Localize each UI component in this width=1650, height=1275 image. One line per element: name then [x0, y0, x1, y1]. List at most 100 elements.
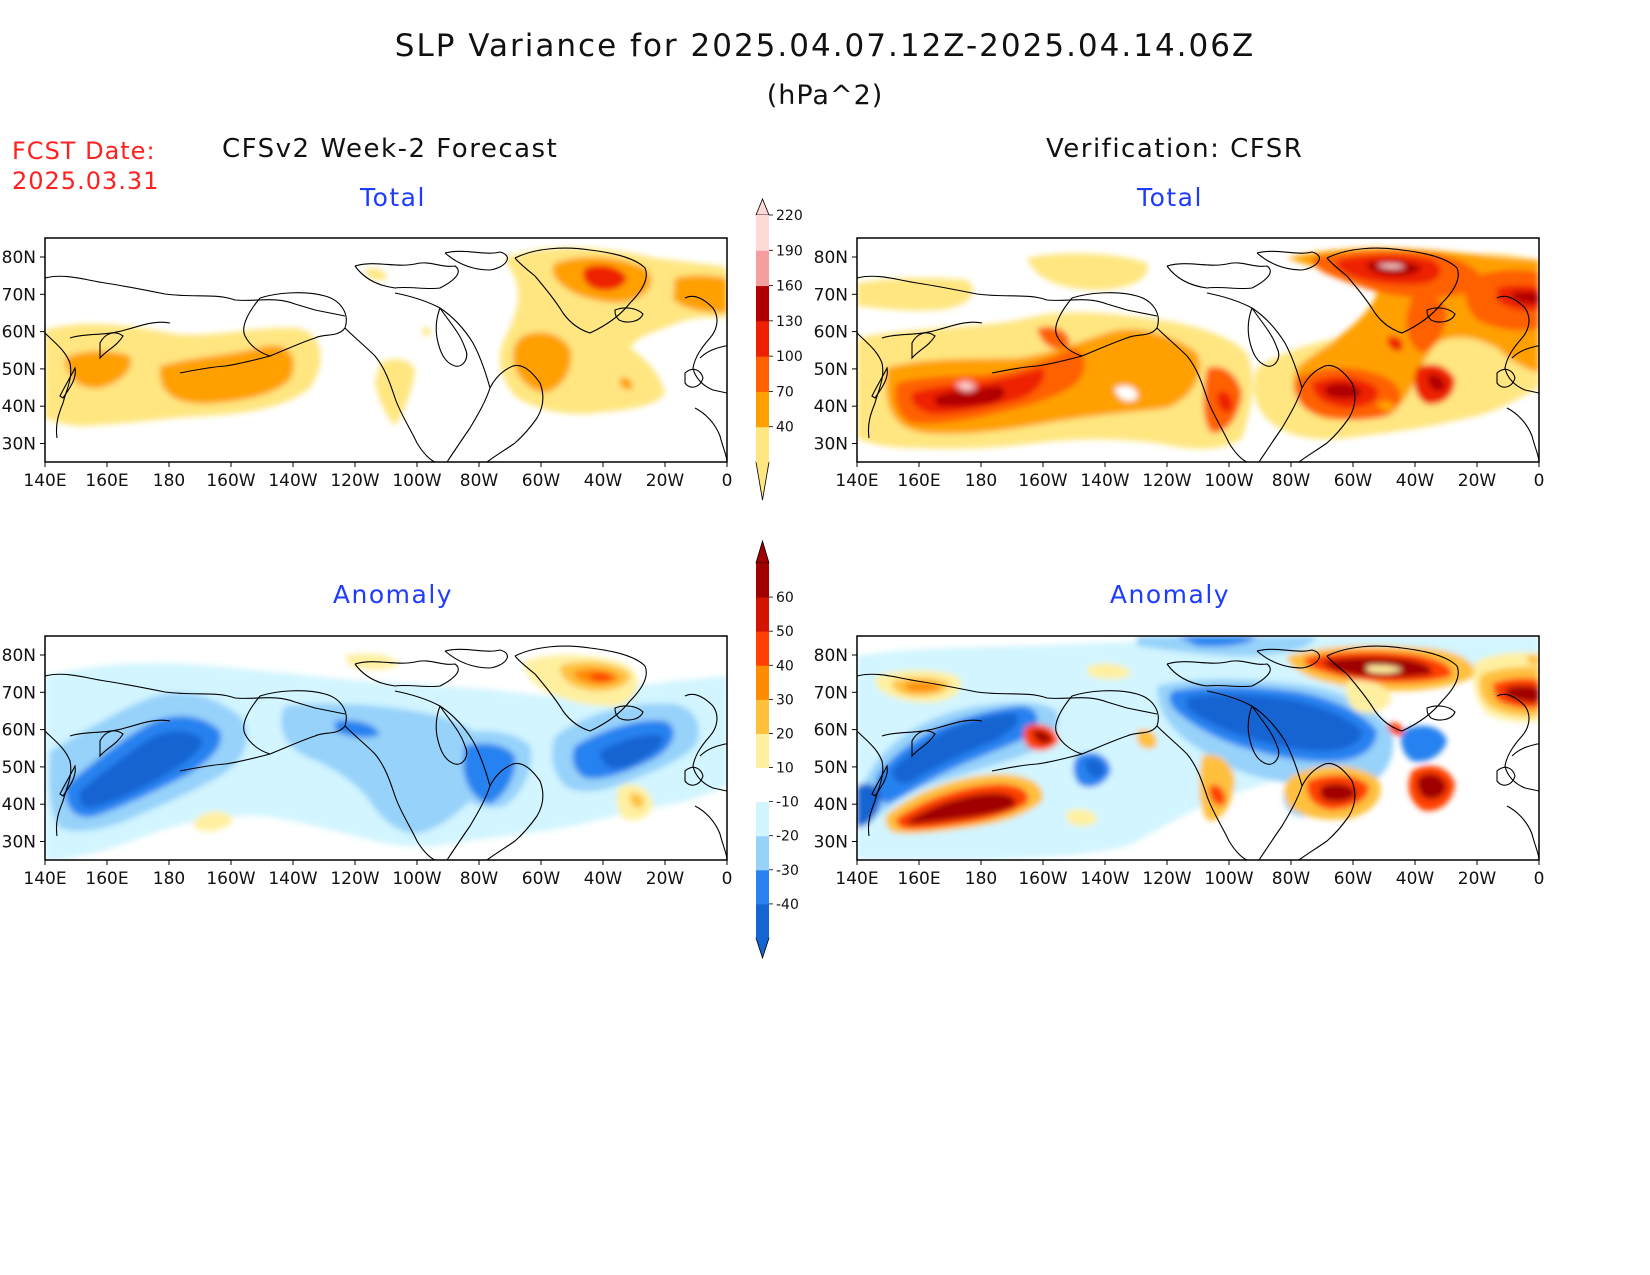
forecast-date-value: 2025.03.31: [12, 167, 160, 195]
anomaly-colorbar-swatch: [756, 869, 769, 905]
forecast-anomaly-lat-label: 30N: [2, 833, 36, 853]
axes-layer: 80N 70N 60N 50N 40N 30N 140E 160E 180 160W 140W 120…: [2, 248, 1545, 889]
total-colorbar-swatch: [756, 391, 769, 428]
forecast-total-lon-label: 80W: [460, 471, 499, 491]
total-colorbar-swatch: [756, 215, 769, 251]
verification-total-map: [857, 238, 1539, 462]
anomaly-colorbar-level-label: 20: [776, 726, 794, 742]
anomaly-colorbar-level-label: -10: [776, 795, 799, 811]
verification-total-lon-label: 60W: [1334, 471, 1373, 491]
verification-anomaly-title: Anomaly: [1109, 580, 1231, 609]
verification-anomaly-lat-label: 70N: [814, 683, 848, 703]
verification-total-lon-label: 40W: [1396, 471, 1435, 491]
anomaly-colorbar-level-label: -40: [776, 897, 799, 913]
verification-total-lat-label: 60N: [814, 323, 848, 343]
anomaly-colorbar-swatch: [756, 699, 769, 734]
verification-anomaly-map: [857, 636, 1539, 860]
units-label: (hPa^2): [766, 80, 884, 111]
verification-total-lat-label: 30N: [814, 435, 848, 455]
anomaly-colorbar-swatch: [756, 597, 769, 632]
anomaly-colorbar-level-label: 60: [776, 590, 794, 606]
verification-anomaly-lon-label: 120W: [1142, 869, 1191, 889]
forecast-total-lat-label: 70N: [2, 285, 36, 305]
verification-anomaly-lon-label: 160E: [897, 869, 940, 889]
verification-total-lon-label: 160W: [1018, 471, 1067, 491]
anomaly-colorbar-level-label: -30: [776, 863, 799, 879]
anomaly-colorbar-level-label: 40: [776, 658, 794, 674]
verification-anomaly-lat-label: 50N: [814, 758, 848, 778]
forecast-total-lon-label: 20W: [646, 471, 685, 491]
forecast-total-lat-label: 80N: [2, 248, 36, 268]
forecast-total-lon-label: 160W: [206, 471, 255, 491]
verification-anomaly-lon-label: 0: [1534, 869, 1545, 889]
anomaly-colorbar-swatch: [756, 835, 769, 871]
forecast-anomaly-lon-label: 120W: [330, 869, 379, 889]
verification-anomaly-lon-label: 160W: [1018, 869, 1067, 889]
forecast-anomaly-lat-label: 70N: [2, 683, 36, 703]
verification-anomaly-lat-label: 80N: [814, 646, 848, 666]
forecast-anomaly-lat-label: 60N: [2, 721, 36, 741]
anomaly-colorbar-swatch: [756, 801, 769, 837]
total-colorbar-level-label: 130: [776, 314, 803, 330]
forecast-anomaly-map: [45, 636, 727, 860]
verification-anomaly-lon-label: 60W: [1334, 869, 1373, 889]
verification-total-lon-label: 0: [1534, 471, 1545, 491]
verification-total-lon-label: 140E: [835, 471, 878, 491]
forecast-total-lon-label: 40W: [584, 471, 623, 491]
forecast-total-lat-label: 30N: [2, 435, 36, 455]
total-colorbar-swatch: [756, 426, 769, 463]
total-colorbar-swatch: [756, 250, 769, 287]
forecast-anomaly-lon-label: 0: [722, 869, 733, 889]
forecast-total-lon-label: 140E: [23, 471, 66, 491]
verification-anomaly-lat-label: 60N: [814, 721, 848, 741]
forecast-total-lat-label: 40N: [2, 397, 36, 417]
page-title: SLP Variance for 2025.04.07.12Z-2025.04.…: [394, 28, 1256, 64]
total-colorbar-level-label: 160: [776, 279, 803, 295]
verification-anomaly-lon-label: 40W: [1396, 869, 1435, 889]
total-colorbar-top-arrow: [755, 197, 770, 216]
forecast-anomaly-lon-label: 140W: [268, 869, 317, 889]
verification-anomaly-lat-label: 40N: [814, 795, 848, 815]
forecast-anomaly-lon-label: 20W: [646, 869, 685, 889]
total-colorbar-swatch: [756, 320, 769, 357]
verification-total-lon-label: 20W: [1458, 471, 1497, 491]
forecast-anomaly-title: Anomaly: [332, 580, 454, 609]
forecast-date-label: FCST Date:: [12, 137, 156, 165]
verification-total-lon-label: 160E: [897, 471, 940, 491]
anomaly-colorbar-level-label: 10: [776, 761, 794, 777]
verification-anomaly-lon-label: 100W: [1204, 869, 1253, 889]
forecast-anomaly-lon-label: 40W: [584, 869, 623, 889]
verification-total-title: Total: [1137, 183, 1203, 212]
verification-total-lat-label: 80N: [814, 248, 848, 268]
forecast-total-map: [45, 238, 727, 462]
anomaly-colorbar-level-label: -20: [776, 829, 799, 845]
forecast-total-lat-label: 60N: [2, 323, 36, 343]
verification-total-lat-label: 40N: [814, 397, 848, 417]
verification-total-lat-label: 70N: [814, 285, 848, 305]
verification-anomaly-lat-label: 30N: [814, 833, 848, 853]
forecast-total-lon-label: 140W: [268, 471, 317, 491]
forecast-total-lon-label: 180: [153, 471, 185, 491]
total-colorbar: 40 70 100 130 160 190 220: [755, 197, 803, 501]
forecast-date: FCST Date: 2025.03.31: [12, 136, 159, 196]
anomaly-colorbar: -40 -30 -20 -10 10 20 30 40 50 60: [755, 539, 799, 960]
anomaly-colorbar-swatch: [756, 631, 769, 666]
forecast-total-lon-label: 120W: [330, 471, 379, 491]
total-colorbar-bottom-arrow: [755, 461, 770, 501]
total-colorbar-swatch: [756, 285, 769, 322]
total-colorbar-level-label: 70: [776, 384, 794, 400]
verification-anomaly-lon-label: 20W: [1458, 869, 1497, 889]
verification-total-lat-label: 50N: [814, 360, 848, 380]
verification-anomaly-lon-label: 80W: [1272, 869, 1311, 889]
anomaly-colorbar-swatch: [756, 665, 769, 700]
forecast-anomaly-lon-label: 140E: [23, 869, 66, 889]
forecast-total-lon-label: 0: [722, 471, 733, 491]
forecast-anomaly-lon-label: 160W: [206, 869, 255, 889]
verification-anomaly-lon-label: 140E: [835, 869, 878, 889]
verification-column-title: Verification: CFSR: [1046, 134, 1304, 164]
forecast-anomaly-lat-label: 40N: [2, 795, 36, 815]
forecast-total-lon-label: 160E: [85, 471, 128, 491]
verification-total-lon-label: 120W: [1142, 471, 1191, 491]
verification-anomaly-lon-label: 180: [965, 869, 997, 889]
forecast-anomaly-lat-label: 50N: [2, 758, 36, 778]
